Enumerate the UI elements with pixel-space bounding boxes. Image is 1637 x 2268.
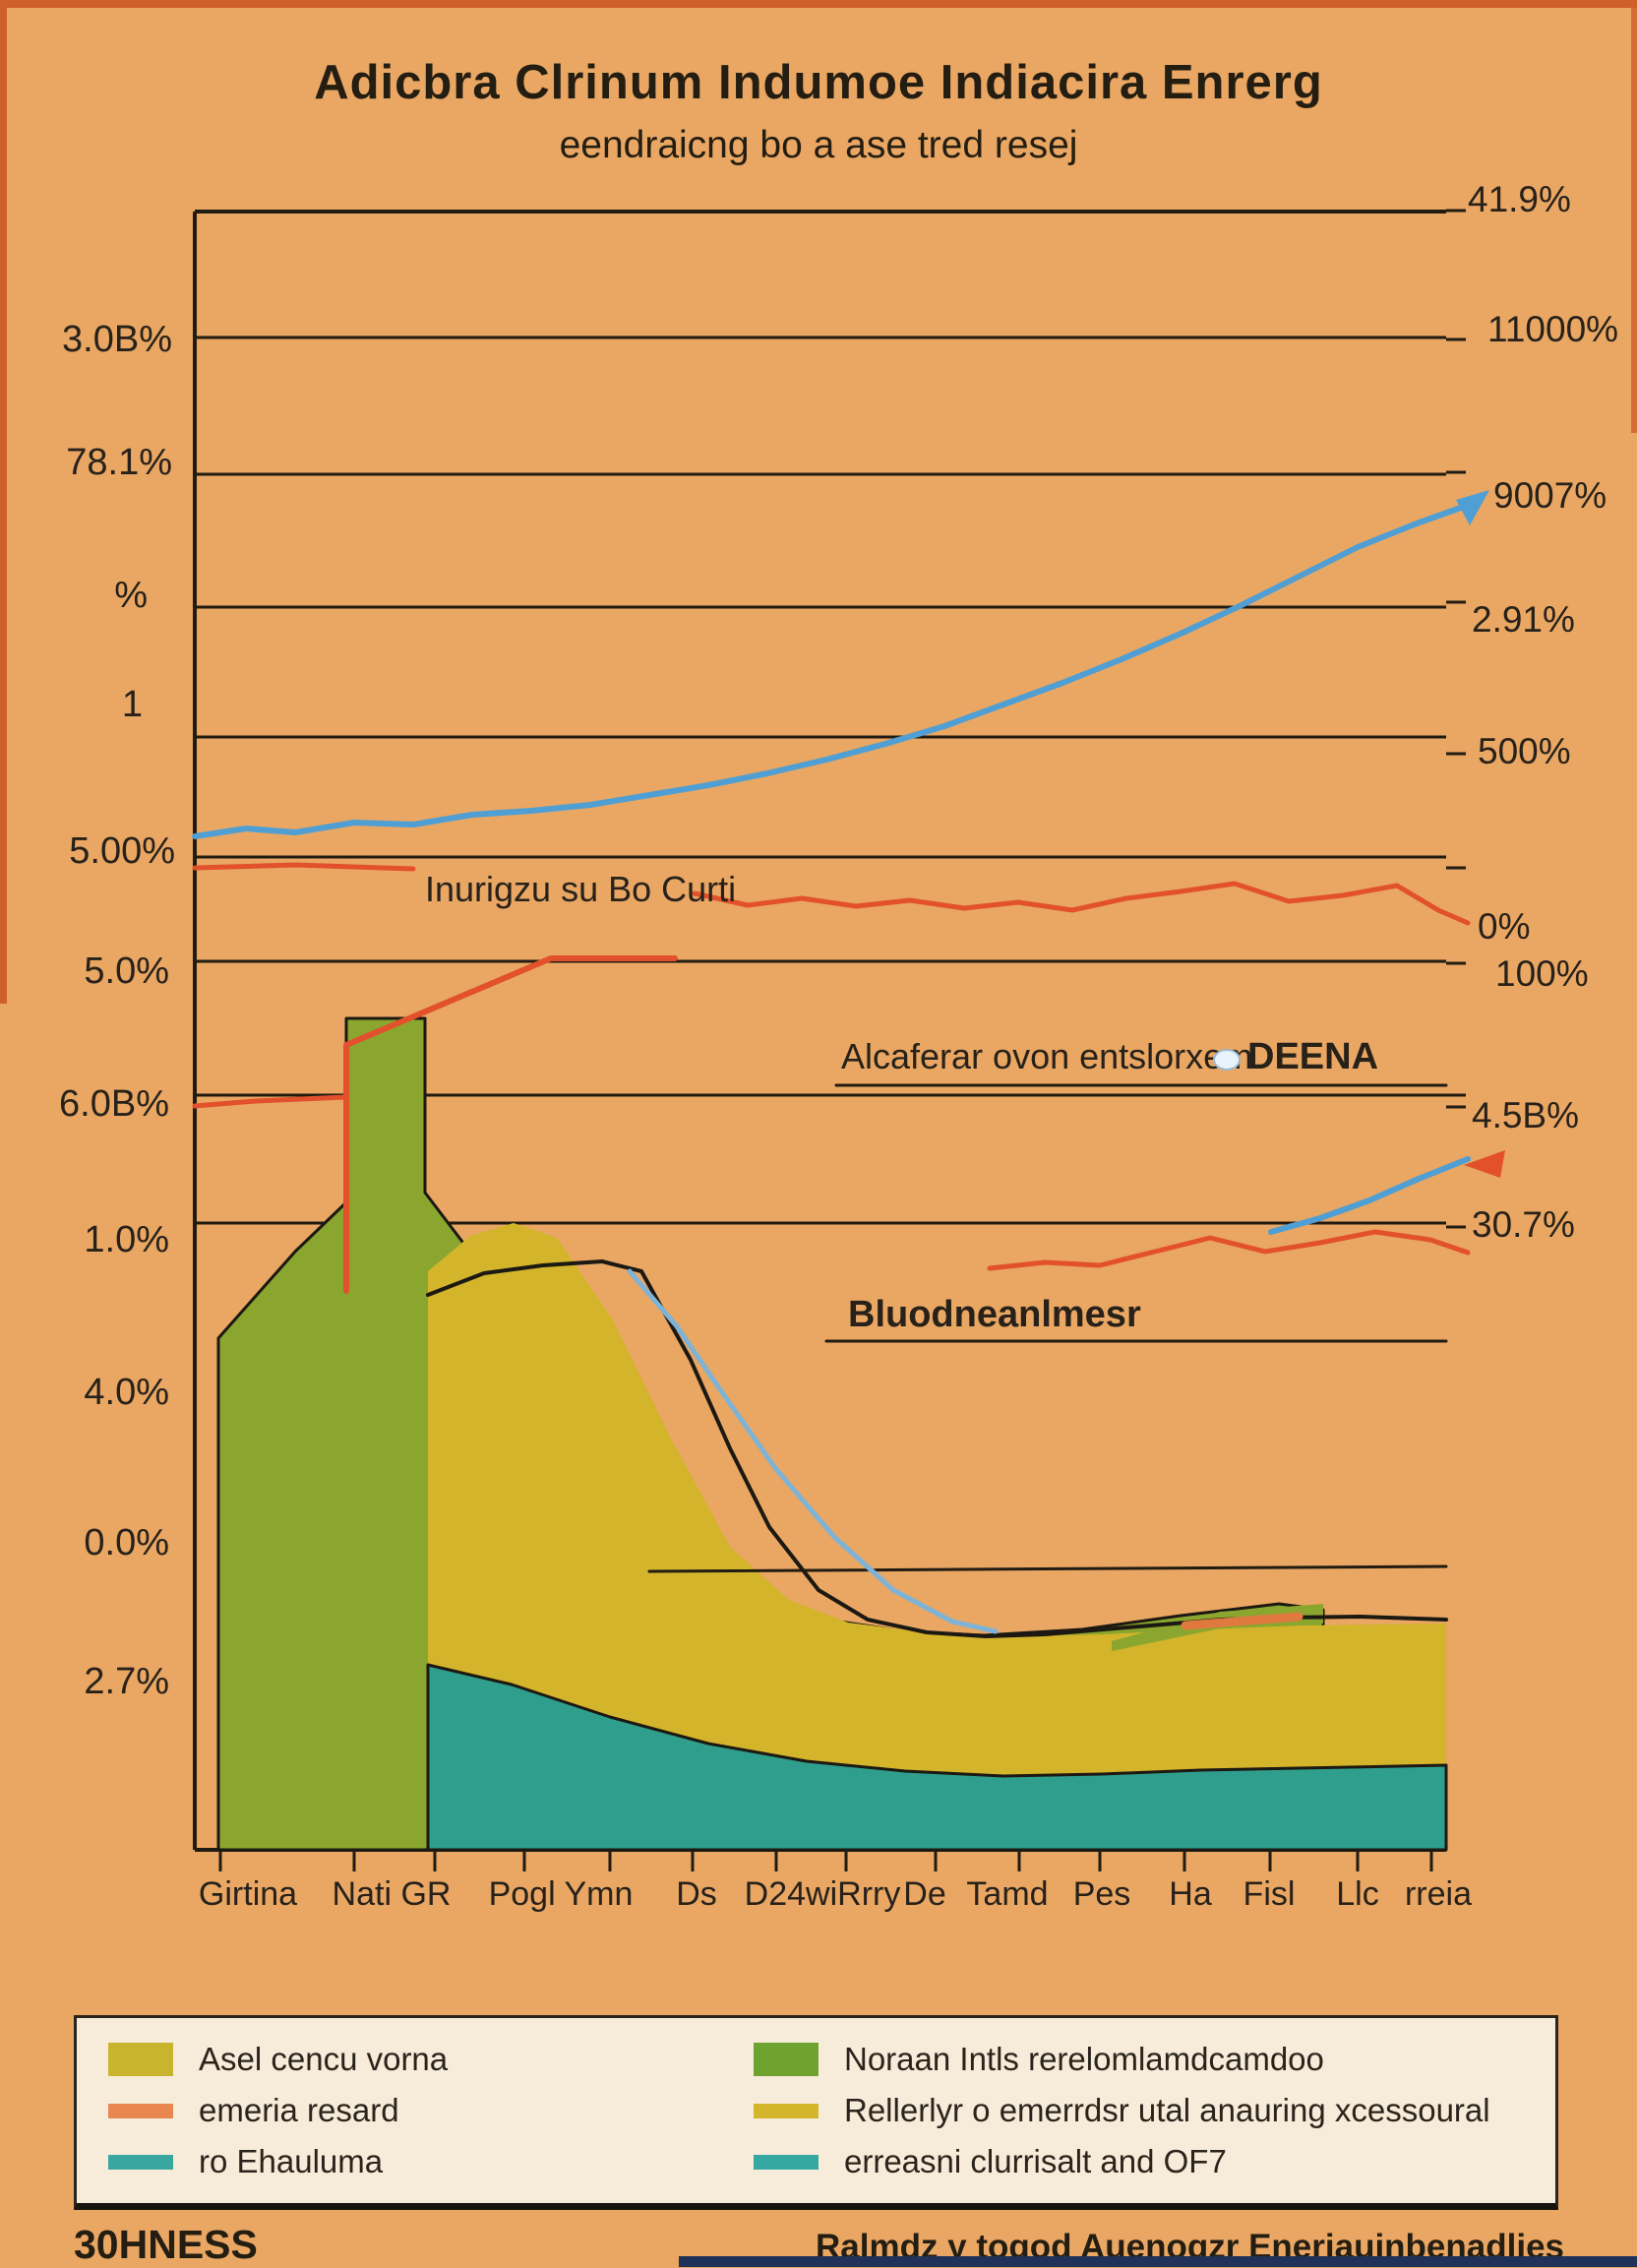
- right-axis-label: 11000%: [1487, 309, 1618, 349]
- legend-item: Rellerlyr o emerrdsr utal anauring xcess…: [754, 2085, 1490, 2136]
- legend-box: Asel cencu vorna emeria resard ro Ehaulu…: [74, 2015, 1558, 2210]
- left-axis-label: 6.0B%: [59, 1083, 169, 1125]
- orange-dash-segment: [1181, 1612, 1304, 1630]
- legend-item: Noraan Intls rerelomlamdcamdoo: [754, 2034, 1490, 2085]
- x-axis-label: De: [903, 1875, 945, 1913]
- left-axis-label: %: [114, 575, 148, 616]
- legend-swatch-teal: [108, 2154, 173, 2170]
- lightblue-descending-line: [627, 1268, 999, 1634]
- left-axis-label: 1.0%: [84, 1219, 169, 1260]
- x-axis-label: rreia: [1405, 1875, 1472, 1913]
- right-axis-label: 9007%: [1493, 475, 1607, 516]
- left-axis-label: 3.0B%: [62, 319, 172, 360]
- left-axis-label: 5.0%: [84, 950, 169, 992]
- red-arrowhead: [1464, 1150, 1505, 1178]
- blue-arrowhead: [1456, 490, 1489, 525]
- legend-label: Asel cencu vorna: [199, 2041, 449, 2077]
- chart-annotation: Alcaferar ovon entslorxem: [841, 1036, 1252, 1076]
- left-axis-label: 1: [122, 684, 143, 725]
- legend-item: emeria resard: [108, 2085, 448, 2136]
- x-axis-label: Pogl Ymn: [489, 1875, 634, 1913]
- chart-title: Adicbra Clrinum Indumoe Indiacira Enrerg: [314, 56, 1323, 109]
- red-top-line-left: [192, 862, 416, 872]
- chart-annotation: Bluodneanlmesr: [848, 1294, 1141, 1335]
- right-axis-label: 0%: [1478, 906, 1530, 947]
- legend-label: emeria resard: [199, 2092, 399, 2128]
- legend-column-right: Noraan Intls rerelomlamdcamdoo Rellerlyr…: [754, 2034, 1490, 2187]
- left-axis-label: 2.7%: [84, 1661, 169, 1702]
- blue-rising-line-bottom-right: [1268, 1156, 1471, 1235]
- legend-item: erreasni clurrisalt and OF7: [754, 2136, 1490, 2187]
- x-axis-label: Llc: [1336, 1875, 1378, 1913]
- x-axis-label: Nati GR: [333, 1875, 452, 1913]
- x-axis-label: Tamd: [966, 1875, 1048, 1913]
- left-axis-label: 78.1%: [66, 442, 172, 483]
- right-axis-label: 30.7%: [1472, 1204, 1575, 1245]
- legend-label: Noraan Intls rerelomlamdcamdoo: [844, 2041, 1324, 2077]
- x-axis-label: Ds: [676, 1875, 717, 1913]
- blue-rising-line: [192, 501, 1475, 839]
- left-axis-label: 0.0%: [84, 1522, 169, 1563]
- legend-label: erreasni clurrisalt and OF7: [844, 2143, 1227, 2179]
- red-top-line-right: [692, 881, 1471, 926]
- right-axis-label: 41.9%: [1468, 179, 1571, 219]
- page-edge-left: [0, 0, 7, 1004]
- yellow-area: [428, 1223, 1446, 1850]
- right-axis-label: 100%: [1495, 953, 1589, 994]
- left-axis-label: 5.00%: [69, 830, 175, 872]
- chart-annotation: Inurigzu su Bo Curti: [425, 869, 736, 909]
- legend-label: Rellerlyr o emerrdsr utal anauring xcess…: [844, 2092, 1490, 2128]
- right-axis-label: 2.91%: [1472, 599, 1575, 640]
- x-axis-label: Girtina: [199, 1875, 297, 1913]
- partial-line-lower: [647, 1564, 1448, 1573]
- footer-left-text: 30HNESS: [74, 2222, 258, 2267]
- legend-swatch-yellow: [108, 2043, 173, 2076]
- footer-navy-bar: [679, 2256, 1637, 2267]
- page-edge-top: [0, 0, 1637, 8]
- chart-annotation: DEENA: [1247, 1036, 1378, 1077]
- legend-swatch-green: [754, 2043, 818, 2076]
- red-mid-line-left: [192, 1094, 349, 1109]
- x-axis-label: Fisl: [1243, 1875, 1296, 1913]
- right-axis-label: 4.5B%: [1472, 1095, 1579, 1135]
- legend-swatch-teal2: [754, 2154, 818, 2170]
- teal-area: [426, 1663, 1448, 1852]
- x-axis-label: Ha: [1169, 1875, 1212, 1913]
- legend-swatch-orange: [108, 2103, 173, 2118]
- x-axis-label: Pes: [1073, 1875, 1131, 1913]
- red-step-line: [343, 955, 678, 1294]
- legend-item: Asel cencu vorna: [108, 2034, 448, 2085]
- legend-item: ro Ehauluma: [108, 2136, 448, 2187]
- right-axis-label: 500%: [1478, 731, 1571, 771]
- page-edge-right: [1631, 0, 1637, 433]
- legend-label: ro Ehauluma: [199, 2143, 384, 2179]
- x-axis-label: D24wiRrry: [745, 1875, 901, 1913]
- legend-swatch-yellow2: [754, 2103, 818, 2118]
- red-wavy-line-right: [987, 1229, 1471, 1271]
- chart-subtitle: eendraicng bo a ase tred resej: [559, 124, 1078, 166]
- dot-marker: [1213, 1049, 1241, 1071]
- legend-column-left: Asel cencu vorna emeria resard ro Ehaulu…: [108, 2034, 448, 2187]
- left-axis-label: 4.0%: [84, 1372, 169, 1413]
